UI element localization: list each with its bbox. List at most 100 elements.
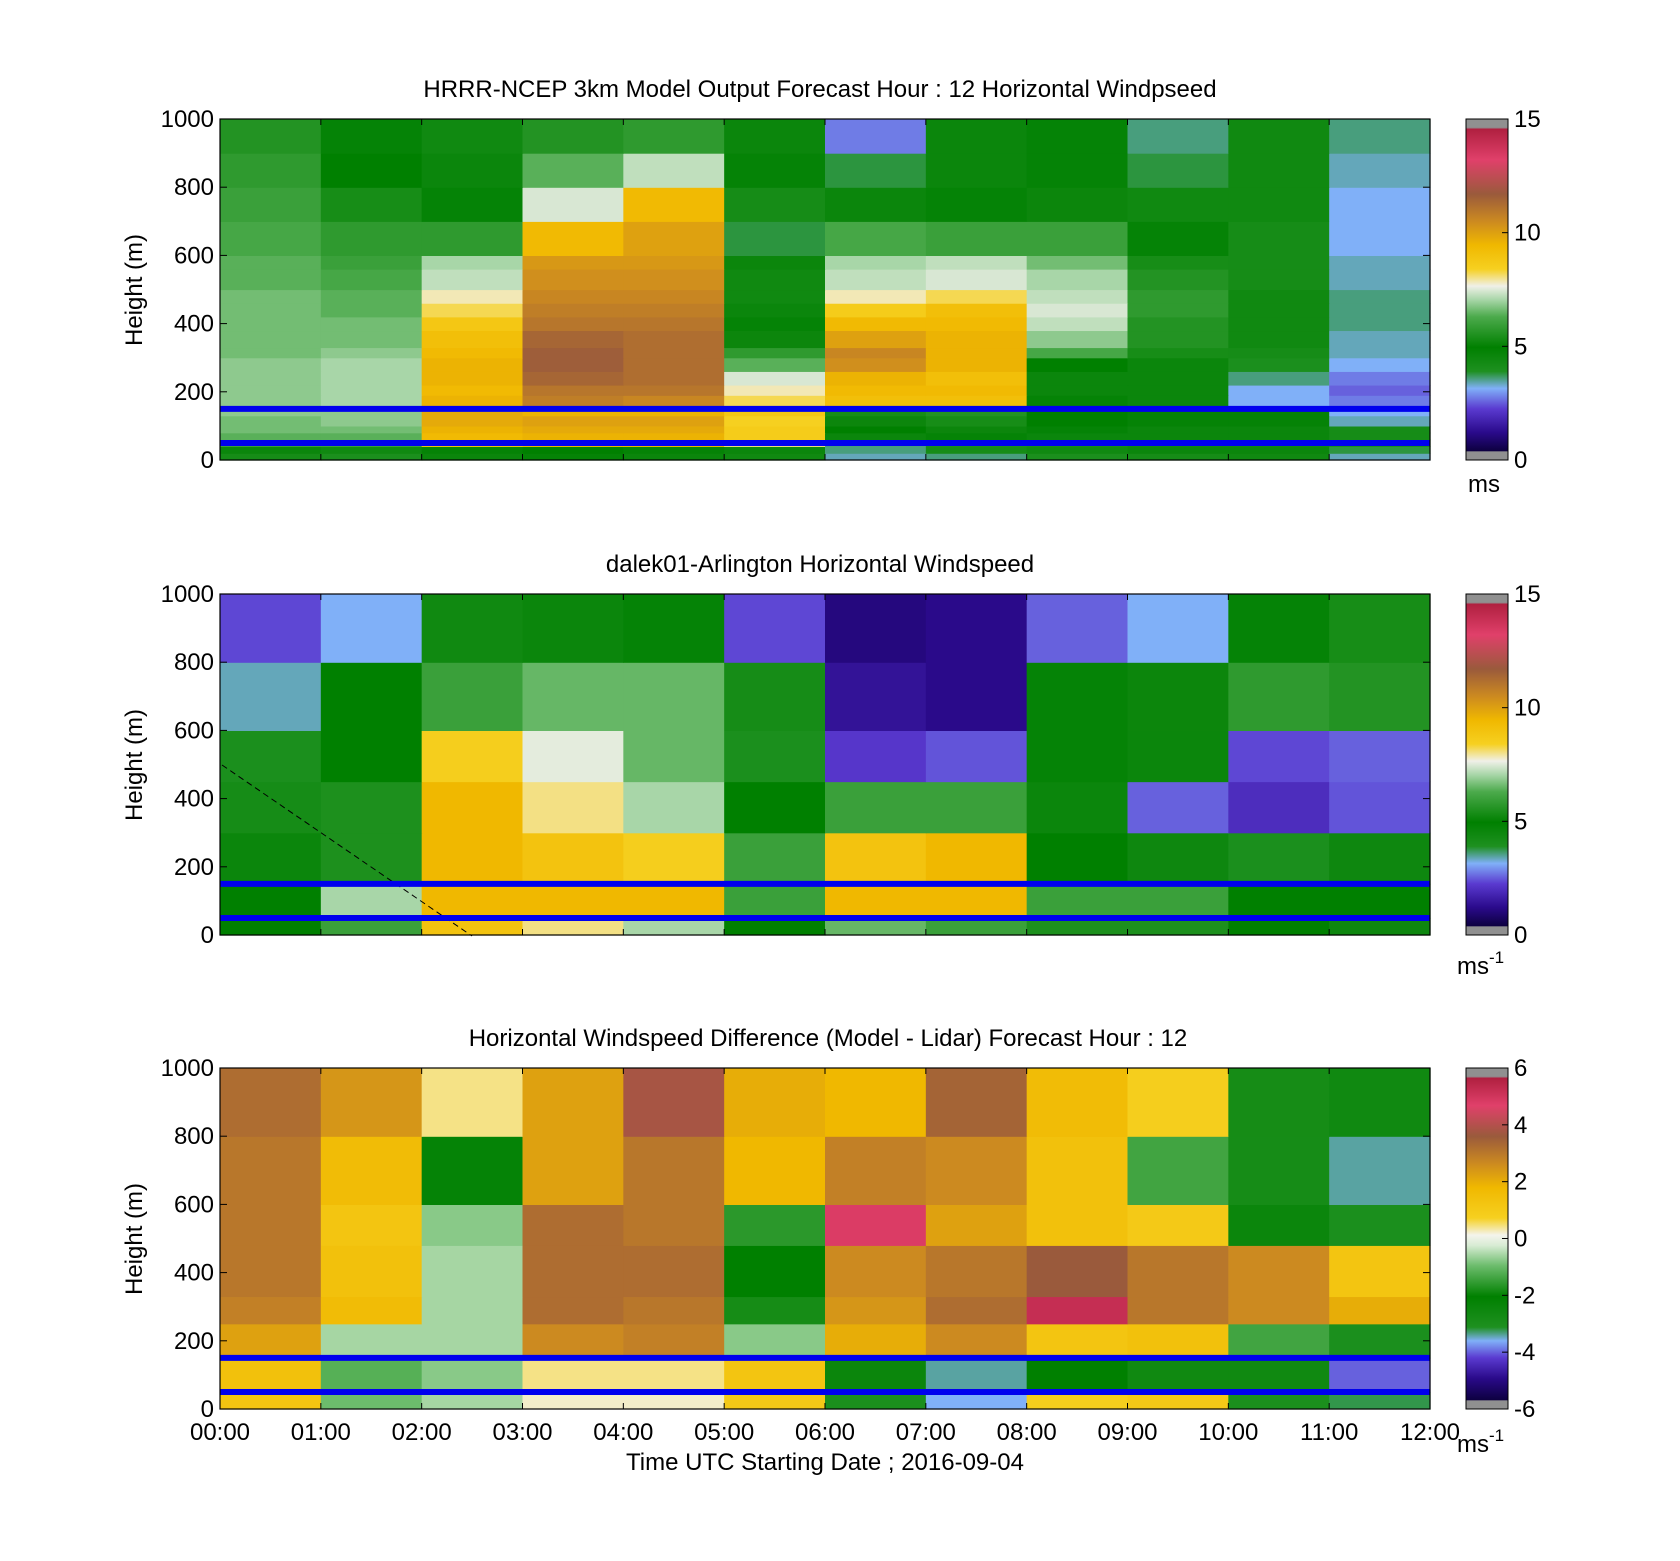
heatmap-cell — [623, 255, 725, 270]
heatmap-cell — [925, 432, 1028, 441]
panel-model-colorbar: 0 5 10 15 ms — [1465, 106, 1541, 498]
heatmap-cell — [320, 917, 423, 936]
heatmap-cell — [320, 289, 423, 304]
heatmap-cell — [522, 119, 624, 154]
heatmap-cell — [724, 1391, 826, 1410]
heatmap-cell — [522, 1323, 624, 1359]
panel-difference: Horizontal Windspeed Difference (Model -… — [121, 1025, 1535, 1476]
heatmap-cell — [1127, 1204, 1229, 1246]
heatmap-cell — [825, 347, 927, 359]
y-tick-label: 600 — [174, 717, 214, 744]
heatmap-cell — [925, 453, 1028, 461]
heatmap-cell — [220, 594, 322, 663]
x-tick-label: 02:00 — [392, 1419, 452, 1446]
colorbar-tick-label: -2 — [1514, 1282, 1535, 1309]
heatmap-cell — [522, 371, 624, 386]
heatmap-cell — [220, 1296, 322, 1325]
heatmap-cell — [623, 330, 725, 349]
heatmap-cell — [623, 446, 725, 454]
y-tick-label: 0 — [201, 1396, 214, 1423]
heatmap-cell — [825, 781, 927, 834]
heatmap-cell — [825, 446, 927, 454]
heatmap-cell — [1026, 347, 1129, 359]
heatmap-cell — [724, 1357, 826, 1393]
heatmap-cell — [623, 781, 725, 834]
heatmap-cell — [220, 432, 322, 441]
heatmap-cell — [220, 415, 322, 427]
heatmap-cell — [220, 832, 322, 885]
heatmap-cell — [1026, 432, 1129, 441]
heatmap-cell — [1026, 1391, 1129, 1410]
heatmap-cell — [825, 883, 927, 919]
heatmap-cell — [220, 662, 322, 731]
heatmap-cell — [1329, 1296, 1431, 1325]
heatmap-cell — [825, 187, 927, 222]
panel-difference-reference-lines — [220, 1354, 1430, 1395]
heatmap-cell — [1026, 330, 1129, 349]
heatmap-cell — [522, 917, 624, 936]
heatmap-cell — [623, 384, 725, 396]
heatmap-cell — [1026, 221, 1129, 256]
heatmap-cell — [623, 371, 725, 386]
x-tick-label: 01:00 — [291, 1419, 351, 1446]
heatmap-cell — [623, 432, 725, 441]
heatmap-cell — [1329, 1323, 1431, 1359]
panel-difference-y-axis-label: Height (m) — [121, 1183, 148, 1295]
heatmap-cell — [1228, 917, 1330, 936]
heatmap-cell — [1127, 384, 1229, 396]
heatmap-cell — [925, 395, 1028, 407]
heatmap-cell — [220, 221, 322, 256]
y-tick-label: 1000 — [161, 581, 214, 608]
heatmap-cell — [925, 330, 1028, 349]
heatmap-cell — [925, 269, 1028, 291]
heatmap-cell — [421, 187, 524, 222]
heatmap-cell — [421, 384, 524, 396]
heatmap-cell — [522, 730, 624, 783]
heatmap-cell — [421, 917, 524, 936]
heatmap-cell — [522, 316, 624, 332]
heatmap-cell — [1329, 453, 1431, 461]
heatmap-cell — [522, 432, 624, 441]
heatmap-cell — [1228, 371, 1330, 386]
heatmap-cell — [1329, 446, 1431, 454]
heatmap-cell — [421, 1323, 524, 1359]
heatmap-cell — [623, 289, 725, 304]
heatmap-cell — [1127, 119, 1229, 154]
colorbar-model-unit: ms — [1468, 471, 1500, 498]
heatmap-cell — [1127, 883, 1229, 919]
x-tick-label: 03:00 — [492, 1419, 552, 1446]
heatmap-cell — [421, 594, 524, 663]
x-axis-label: Time UTC Starting Date ; 2016-09-04 — [626, 1449, 1024, 1476]
heatmap-cell — [421, 730, 524, 783]
heatmap-cell — [220, 289, 322, 304]
heatmap-cell — [1329, 269, 1431, 291]
heatmap-cell — [1228, 832, 1330, 885]
heatmap-cell — [1228, 446, 1330, 454]
panel-difference-y-ticks: 0 200 400 600 800 1000 — [161, 1055, 1430, 1423]
heatmap-cell — [421, 432, 524, 441]
x-tick-label: 06:00 — [795, 1419, 855, 1446]
heatmap-cell — [1329, 781, 1431, 834]
heatmap-cell — [724, 357, 826, 372]
heatmap-cell — [1228, 425, 1330, 434]
colorbar-tick-label: 2 — [1514, 1169, 1527, 1196]
y-tick-label: 0 — [201, 922, 214, 949]
heatmap-cell — [925, 425, 1028, 434]
panel-lidar-colorbar: 0 5 10 15 ms-1 — [1457, 581, 1541, 980]
heatmap-cell — [1127, 303, 1229, 318]
heatmap-cell — [724, 662, 826, 731]
heatmap-cell — [1228, 255, 1330, 270]
heatmap-cell — [925, 446, 1028, 454]
heatmap-cell — [220, 883, 322, 919]
heatmap-cell — [220, 119, 322, 154]
heatmap-cell — [1026, 1245, 1129, 1298]
panel-lidar-x-ticks — [219, 594, 1431, 935]
heatmap-cell — [1329, 883, 1431, 919]
heatmap-cell — [421, 289, 524, 304]
heatmap-cell — [1329, 330, 1431, 349]
heatmap-cell — [623, 1204, 725, 1246]
heatmap-cell — [1329, 730, 1431, 783]
heatmap-cell — [421, 415, 524, 427]
panel-lidar-reference-lines — [220, 880, 1430, 921]
